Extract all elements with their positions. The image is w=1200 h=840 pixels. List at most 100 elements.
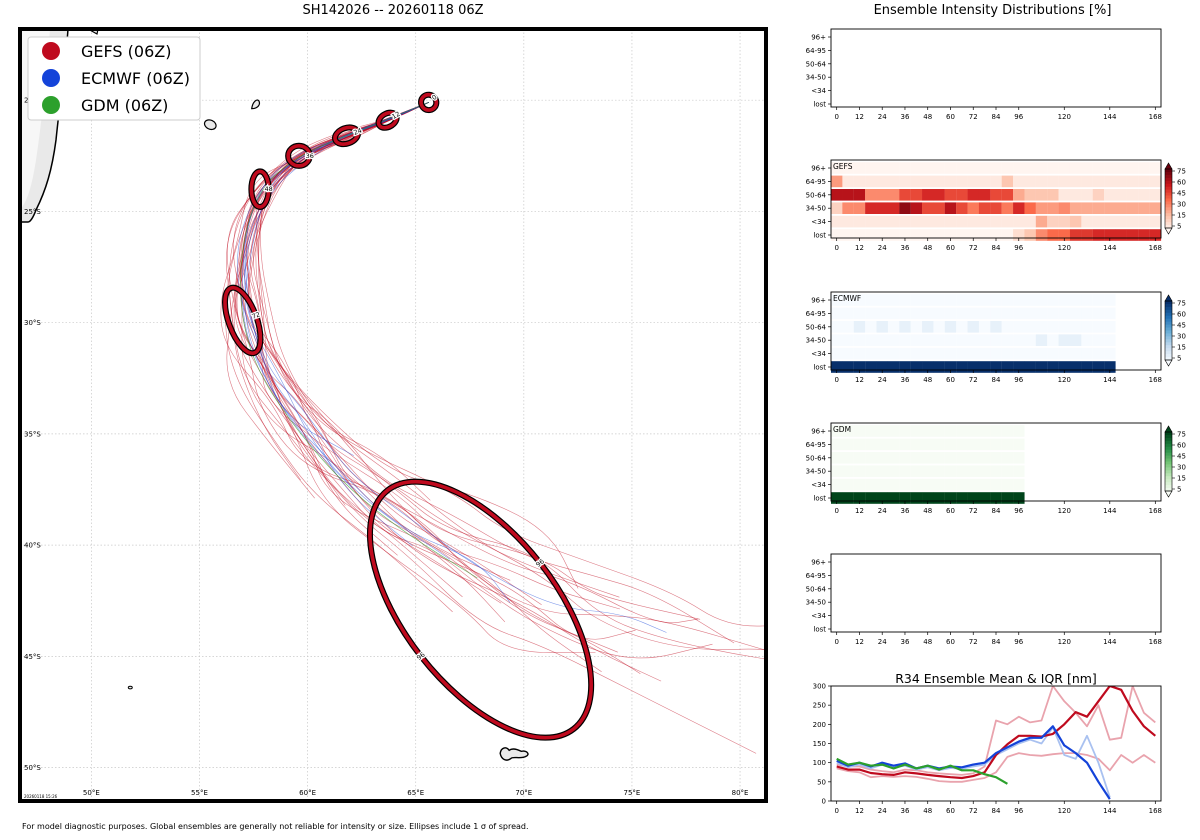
colorbar-swatch <box>1165 210 1172 214</box>
lat-label: 45°S <box>24 653 41 661</box>
heatmap-cell <box>865 202 877 214</box>
colorbar-swatch <box>1165 171 1172 176</box>
legend-label: GDM (06Z) <box>81 96 168 115</box>
x-tick-label: 48 <box>923 244 932 252</box>
colorbar-swatch <box>1165 306 1172 311</box>
r34-chart: R34 Ensemble Mean & IQR [nm] 0 50 100 150 200… <box>813 671 1162 815</box>
r34-y-tick-label: 50 <box>817 778 826 786</box>
colorbar-tick-label: 60 <box>1177 442 1186 450</box>
r34-y-tick-label: 100 <box>813 759 826 767</box>
heatmap-cell <box>1104 361 1116 373</box>
heatmap-cell <box>956 229 968 241</box>
heatmap-cell <box>876 492 889 504</box>
heatmap-cell <box>990 215 1002 228</box>
heatmap-cell <box>978 425 991 437</box>
heatmap-cell <box>1001 215 1014 228</box>
heatmap-cell <box>956 307 968 320</box>
x-tick-label: 60 <box>946 244 955 252</box>
heatmap-cell <box>933 465 945 477</box>
heatmap-cell <box>1024 307 1036 320</box>
heatmap-cell <box>1001 294 1014 306</box>
r34-y-tick-label: 200 <box>813 721 826 729</box>
x-tick-label: 120 <box>1058 507 1071 515</box>
heatmap-cell <box>1058 307 1071 320</box>
heatmap-cell <box>865 478 877 491</box>
y-tick-label: 34-50 <box>806 74 826 82</box>
lon-label: 60°E <box>299 789 316 797</box>
heatmap-cell <box>922 478 934 491</box>
y-tick-label: <34 <box>811 481 826 489</box>
heatmap-cell <box>1138 202 1150 214</box>
heatmap-cell <box>1092 294 1105 306</box>
heatmap-cell <box>910 294 923 306</box>
heatmap-cell <box>1138 189 1150 201</box>
r34-x-tick-label: 0 <box>834 807 838 815</box>
heatmap-cell <box>978 492 991 504</box>
heatmap-cell <box>830 307 843 320</box>
r34-line-gdm-mean <box>836 757 1008 785</box>
heatmap-cell <box>1081 361 1093 373</box>
heatmap-cell <box>1001 189 1014 201</box>
heatmap-cell <box>876 452 889 464</box>
heatmap-cell <box>899 321 911 333</box>
heatmap-cell <box>933 202 945 214</box>
heatmap-cell <box>1035 229 1048 241</box>
heatmap-cell <box>990 334 1002 346</box>
heatmap-cell <box>956 492 968 504</box>
heatmap-cell <box>910 438 923 451</box>
colorbar-extend-top <box>1164 425 1173 433</box>
heatmap-panel-empty: 96+ 64-95 50-64 34-50 <34 lost 0 12 24 36 48 60 72 84… <box>806 28 1162 121</box>
heatmap-cell <box>842 189 854 201</box>
x-tick-label: 144 <box>1103 244 1117 252</box>
colorbar-tick-label: 45 <box>1177 453 1186 461</box>
heatmap-cell <box>1058 202 1071 214</box>
heatmap-cell <box>978 452 991 464</box>
heatmap-cell <box>967 175 980 188</box>
heatmap-cell <box>944 202 957 214</box>
ellipse-label-halo: 48 <box>265 185 273 193</box>
heatmap-cell <box>830 425 843 437</box>
y-tick-label: 64-95 <box>806 572 826 580</box>
heatmap-cell <box>1035 189 1048 201</box>
heatmap-cell <box>1092 321 1105 333</box>
ellipse-label: 0 <box>430 93 438 102</box>
heatmap-cell <box>956 438 968 451</box>
lat-label: 40°S <box>24 542 41 550</box>
heatmap-cell <box>910 361 923 373</box>
colorbar-tick-label: 15 <box>1177 475 1186 483</box>
y-tick-label: 34-50 <box>806 468 826 476</box>
heatmap-cell <box>1081 307 1093 320</box>
r34-x-tick-label: 60 <box>946 807 955 815</box>
heatmap-cell <box>1047 307 1059 320</box>
heatmap-cell <box>1115 215 1127 228</box>
y-tick-label: 64-95 <box>806 47 826 55</box>
x-tick-label: 144 <box>1103 113 1117 121</box>
heatmap-cell <box>967 361 980 373</box>
heatmap-cell <box>830 361 843 373</box>
r34-line-gefs-iqr-low <box>836 752 1156 783</box>
y-tick-label: <34 <box>811 87 826 95</box>
heatmap-cell <box>967 202 980 214</box>
heatmap-cell <box>1024 175 1036 188</box>
heatmap-cell <box>1001 478 1014 491</box>
y-tick-label: lost <box>813 626 826 634</box>
x-tick-label: 96 <box>1014 113 1023 121</box>
heatmap-cell <box>887 465 900 477</box>
heatmap-cell <box>1047 361 1059 373</box>
heatmap-cell <box>1001 438 1014 451</box>
heatmap-cell <box>1104 347 1116 360</box>
colorbar-extend-bottom <box>1164 490 1173 498</box>
footer-note: For model diagnostic purposes. Global en… <box>22 822 529 831</box>
heatmap-cell <box>1092 334 1105 346</box>
y-tick-label: lost <box>813 101 826 109</box>
heatmap-cell <box>990 321 1002 333</box>
x-tick-label: 144 <box>1103 376 1117 384</box>
x-tick-label: 12 <box>855 244 864 252</box>
colorbar-extend-bottom <box>1164 227 1173 235</box>
colorbar-swatch <box>1165 467 1172 471</box>
heatmap-cell <box>1115 229 1127 241</box>
heatmap-cell <box>830 215 843 228</box>
x-tick-label: 24 <box>878 507 887 515</box>
heatmap-cell <box>944 361 957 373</box>
